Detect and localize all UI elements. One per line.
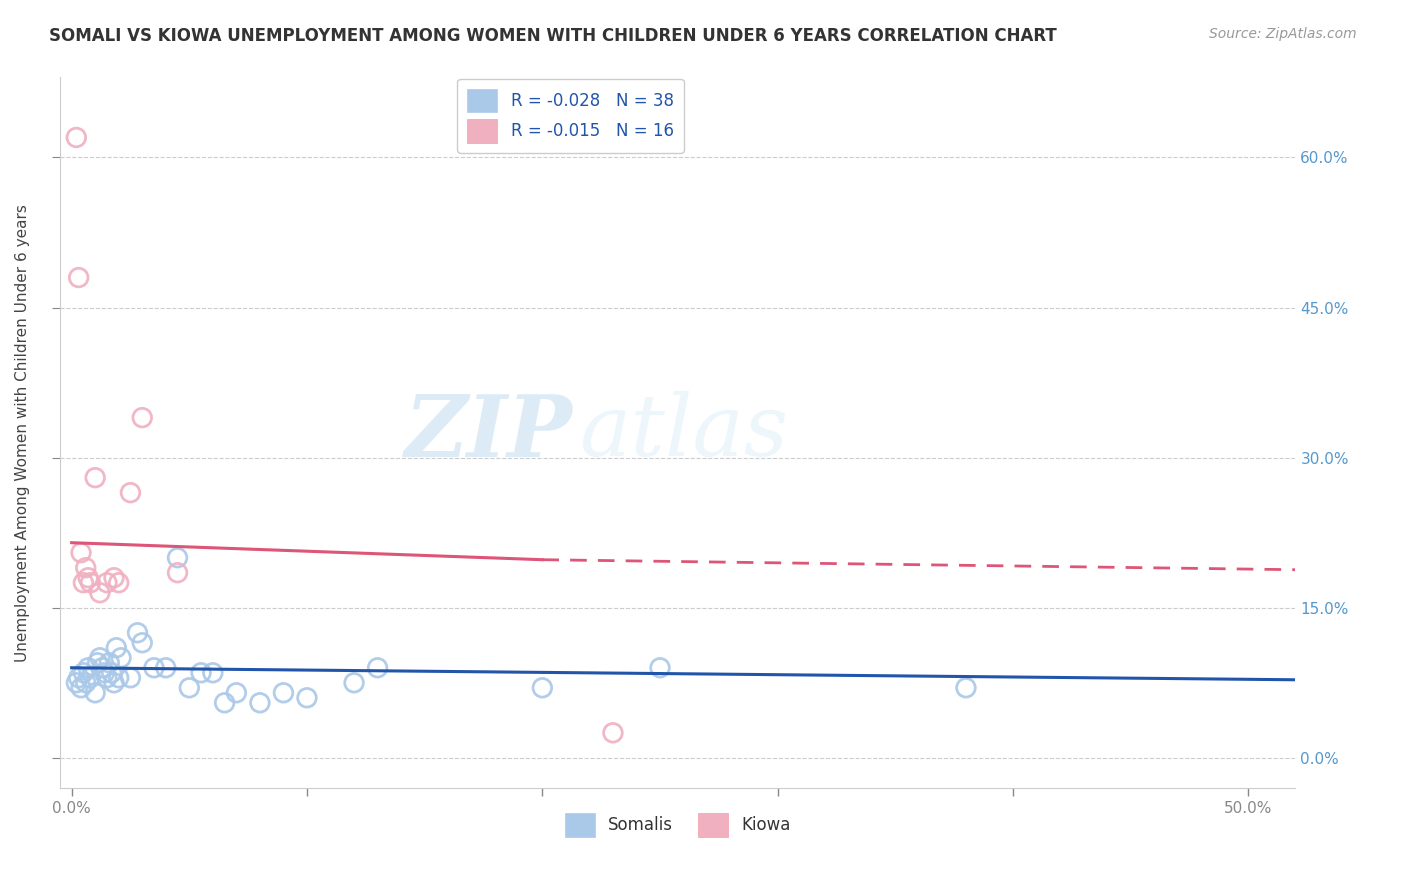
- Point: [86, 656, 108, 670]
- Text: Source: ZipAtlas.com: Source: ZipAtlas.com: [1209, 27, 1357, 41]
- Point: [77, 661, 100, 675]
- Point: [67, 270, 90, 285]
- Point: [295, 690, 318, 705]
- Point: [103, 571, 125, 585]
- Point: [190, 665, 212, 680]
- Point: [179, 681, 201, 695]
- Point: [96, 575, 118, 590]
- Point: [84, 686, 107, 700]
- Text: atlas: atlas: [579, 392, 787, 474]
- Point: [79, 575, 101, 590]
- Point: [131, 410, 153, 425]
- Point: [110, 650, 132, 665]
- Point: [67, 671, 90, 685]
- Point: [98, 656, 121, 670]
- Point: [367, 661, 389, 675]
- Point: [107, 575, 129, 590]
- Text: ZIP: ZIP: [405, 391, 572, 475]
- Point: [103, 675, 125, 690]
- Point: [166, 550, 188, 565]
- Text: SOMALI VS KIOWA UNEMPLOYMENT AMONG WOMEN WITH CHILDREN UNDER 6 YEARS CORRELATION: SOMALI VS KIOWA UNEMPLOYMENT AMONG WOMEN…: [49, 27, 1057, 45]
- Point: [343, 675, 366, 690]
- Point: [75, 560, 97, 574]
- Point: [100, 665, 122, 680]
- Point: [531, 681, 554, 695]
- Point: [72, 665, 94, 680]
- Point: [70, 546, 93, 560]
- Point: [955, 681, 977, 695]
- Point: [70, 681, 93, 695]
- Point: [84, 470, 107, 484]
- Point: [65, 130, 87, 145]
- Point: [96, 671, 118, 685]
- Point: [72, 575, 94, 590]
- Point: [648, 661, 671, 675]
- Point: [120, 485, 142, 500]
- Point: [89, 650, 111, 665]
- Point: [249, 696, 271, 710]
- Point: [131, 636, 153, 650]
- Point: [225, 686, 247, 700]
- Point: [127, 625, 149, 640]
- Point: [105, 640, 128, 655]
- Legend: Somalis, Kiowa: Somalis, Kiowa: [558, 806, 797, 844]
- Point: [75, 675, 97, 690]
- Point: [273, 686, 295, 700]
- Point: [201, 665, 224, 680]
- Point: [214, 696, 236, 710]
- Y-axis label: Unemployment Among Women with Children Under 6 years: Unemployment Among Women with Children U…: [15, 203, 30, 662]
- Point: [91, 661, 114, 675]
- Point: [166, 566, 188, 580]
- Point: [65, 675, 87, 690]
- Point: [93, 665, 115, 680]
- Point: [107, 671, 129, 685]
- Point: [602, 726, 624, 740]
- Point: [143, 661, 166, 675]
- Point: [120, 671, 142, 685]
- Point: [155, 661, 177, 675]
- Point: [79, 671, 101, 685]
- Point: [77, 571, 100, 585]
- Point: [89, 585, 111, 599]
